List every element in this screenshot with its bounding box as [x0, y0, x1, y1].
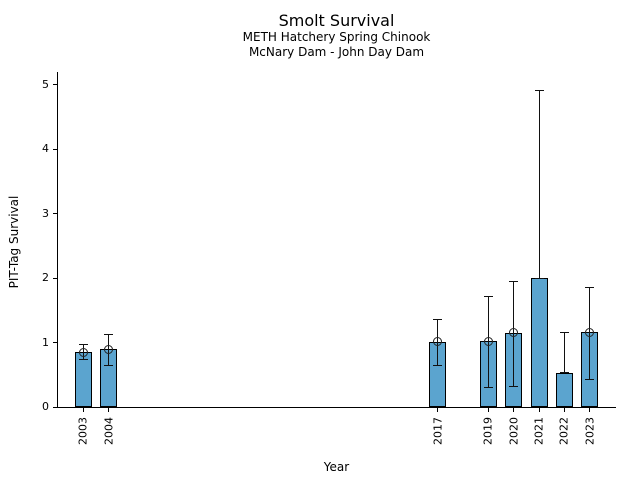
error-cap-bottom-2019	[483, 386, 493, 388]
error-cap-top-2004	[104, 334, 114, 336]
point-marker-2003	[78, 347, 88, 357]
y-tick-label-5: 5	[42, 77, 49, 91]
chart-subtitle-hatchery: METH Hatchery Spring Chinook	[242, 30, 431, 44]
x-tick-2017	[437, 408, 439, 412]
y-tick-3	[53, 213, 57, 215]
error-cap-top-2021	[534, 90, 544, 92]
error-cap-top-2020	[509, 280, 519, 282]
x-tick-label-2021: 2021	[532, 417, 546, 445]
y-tick-5	[53, 84, 57, 86]
error-cap-top-2023	[585, 286, 595, 288]
y-axis-spine	[57, 72, 58, 408]
x-tick-2003	[82, 408, 84, 412]
x-tick-2004	[108, 408, 110, 412]
x-tick-label-2022: 2022	[557, 417, 571, 445]
x-tick-2022	[563, 408, 565, 412]
error-cap-top-2019	[483, 295, 493, 297]
x-tick-label-2019: 2019	[481, 417, 495, 445]
x-tick-label-2004: 2004	[102, 417, 116, 445]
point-marker-2004	[104, 344, 114, 354]
point-marker-2020	[509, 328, 519, 338]
x-tick-2021	[538, 408, 540, 412]
x-tick-label-2020: 2020	[507, 417, 521, 445]
bar-2022	[555, 372, 573, 407]
x-tick-2023	[589, 408, 591, 412]
y-tick-1	[53, 342, 57, 344]
x-tick-label-2017: 2017	[431, 417, 445, 445]
error-bar-2021	[538, 90, 540, 279]
error-cap-bottom-2003	[78, 359, 88, 361]
y-tick-label-3: 3	[42, 206, 49, 220]
x-tick-2019	[487, 408, 489, 412]
y-tick-2	[53, 277, 57, 279]
chart-subtitle-reach: McNary Dam - John Day Dam	[248, 45, 425, 59]
error-cap-top-2003	[78, 344, 88, 345]
x-axis-label: Year	[323, 460, 350, 474]
y-tick-label-2: 2	[42, 271, 49, 285]
x-tick-2020	[513, 408, 515, 412]
x-axis-spine	[57, 407, 616, 408]
error-cap-bottom-2004	[104, 364, 114, 366]
y-tick-4	[53, 148, 57, 150]
error-cap-top-2017	[433, 318, 443, 320]
bar-2021	[530, 278, 548, 407]
point-marker-2023	[585, 327, 595, 337]
y-tick-label-0: 0	[42, 400, 49, 413]
x-tick-label-2023: 2023	[583, 417, 597, 445]
error-cap-top-2022	[559, 331, 569, 333]
point-marker-2019	[483, 336, 493, 346]
error-cap-bottom-2023	[585, 379, 595, 381]
error-bar-2022	[563, 332, 565, 373]
y-tick-label-1: 1	[42, 335, 49, 349]
y-tick-0	[53, 406, 57, 408]
x-tick-label-2003: 2003	[76, 417, 90, 445]
error-cap-bottom-2017	[433, 365, 443, 367]
error-cap-bottom-2022	[559, 372, 569, 374]
y-tick-label-4: 4	[42, 142, 49, 156]
chart-title: Smolt Survival	[278, 11, 395, 30]
error-cap-bottom-2021	[534, 277, 544, 279]
point-marker-2017	[433, 337, 443, 347]
error-cap-bottom-2020	[509, 385, 519, 387]
